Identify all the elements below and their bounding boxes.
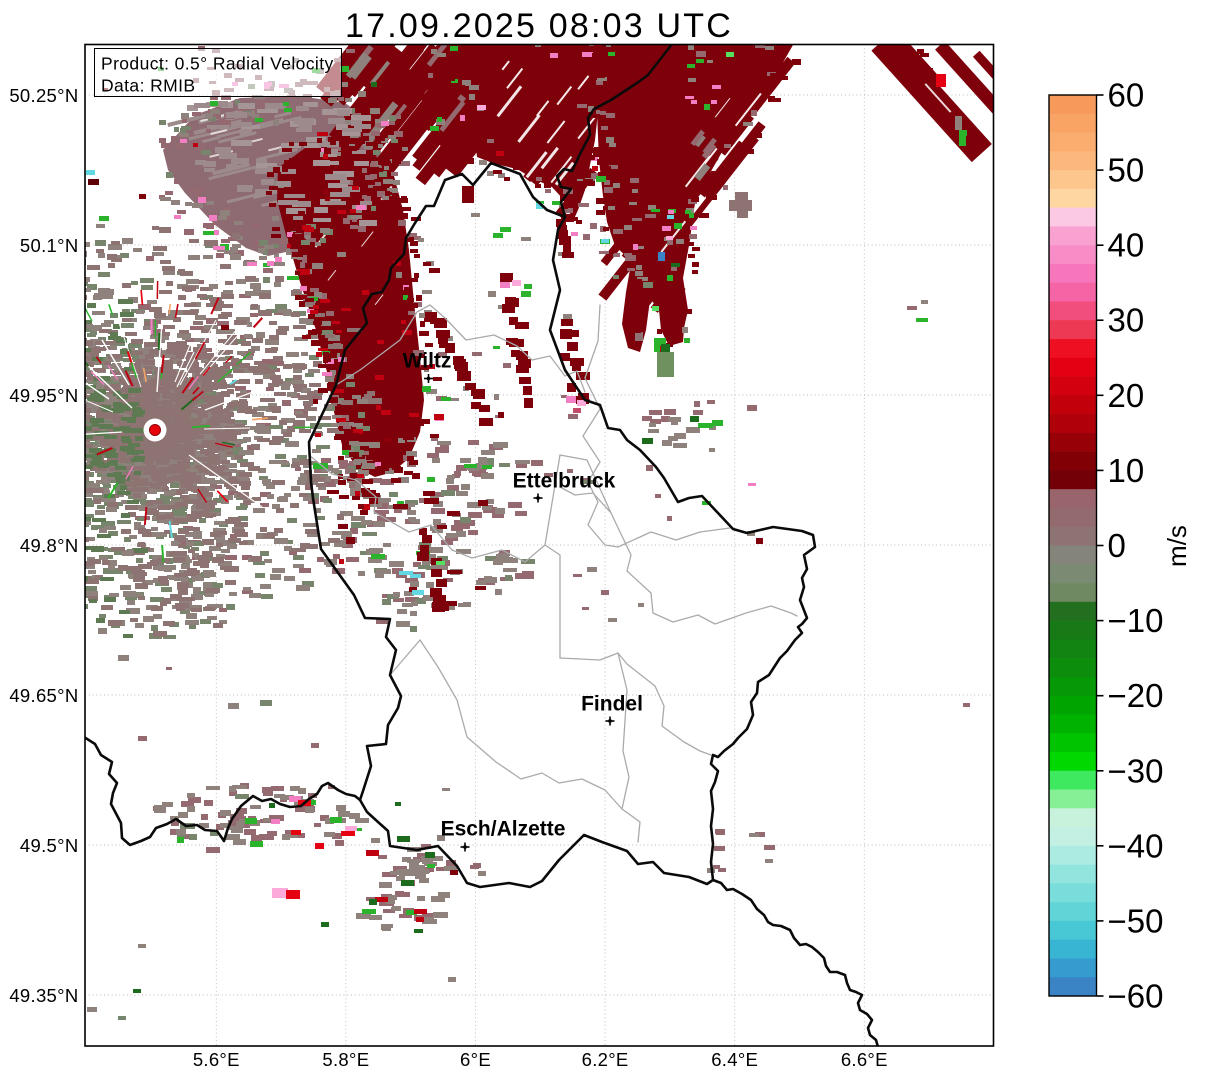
svg-text:Data: RMIB: Data: RMIB bbox=[101, 76, 195, 96]
svg-text:10: 10 bbox=[1108, 452, 1145, 489]
svg-text:40: 40 bbox=[1108, 227, 1145, 264]
svg-text:m/s: m/s bbox=[1162, 525, 1192, 567]
svg-text:6.4°E: 6.4°E bbox=[711, 1049, 758, 1070]
svg-text:49.35°N: 49.35°N bbox=[9, 985, 78, 1006]
svg-text:Wiltz: Wiltz bbox=[403, 350, 452, 373]
svg-text:50: 50 bbox=[1108, 152, 1145, 189]
svg-text:Findel: Findel bbox=[581, 693, 643, 716]
svg-text:49.5°N: 49.5°N bbox=[20, 835, 79, 856]
svg-text:50.25°N: 50.25°N bbox=[9, 85, 78, 106]
svg-text:5.8°E: 5.8°E bbox=[322, 1049, 369, 1070]
svg-text:−20: −20 bbox=[1108, 677, 1164, 714]
svg-text:6.2°E: 6.2°E bbox=[582, 1049, 629, 1070]
svg-text:−60: −60 bbox=[1108, 978, 1164, 1015]
svg-text:0: 0 bbox=[1108, 527, 1126, 564]
svg-text:Esch/Alzette: Esch/Alzette bbox=[441, 818, 566, 841]
svg-text:Product: 0.5° Radial Velocity: Product: 0.5° Radial Velocity bbox=[101, 54, 334, 74]
svg-text:6.6°E: 6.6°E bbox=[841, 1049, 888, 1070]
svg-text:−50: −50 bbox=[1108, 902, 1164, 939]
svg-text:5.6°E: 5.6°E bbox=[193, 1049, 240, 1070]
svg-text:−40: −40 bbox=[1108, 827, 1164, 864]
svg-text:6°E: 6°E bbox=[460, 1049, 491, 1070]
svg-text:−10: −10 bbox=[1108, 602, 1164, 639]
svg-text:17.09.2025 08:03 UTC: 17.09.2025 08:03 UTC bbox=[345, 7, 733, 45]
svg-text:49.95°N: 49.95°N bbox=[9, 385, 78, 406]
svg-text:−30: −30 bbox=[1108, 752, 1164, 789]
svg-text:49.65°N: 49.65°N bbox=[9, 685, 78, 706]
svg-text:60: 60 bbox=[1108, 77, 1145, 114]
svg-text:Ettelbruck: Ettelbruck bbox=[513, 470, 616, 493]
svg-text:20: 20 bbox=[1108, 377, 1145, 414]
svg-text:30: 30 bbox=[1108, 302, 1145, 339]
svg-text:50.1°N: 50.1°N bbox=[20, 235, 79, 256]
svg-text:49.8°N: 49.8°N bbox=[20, 535, 79, 556]
